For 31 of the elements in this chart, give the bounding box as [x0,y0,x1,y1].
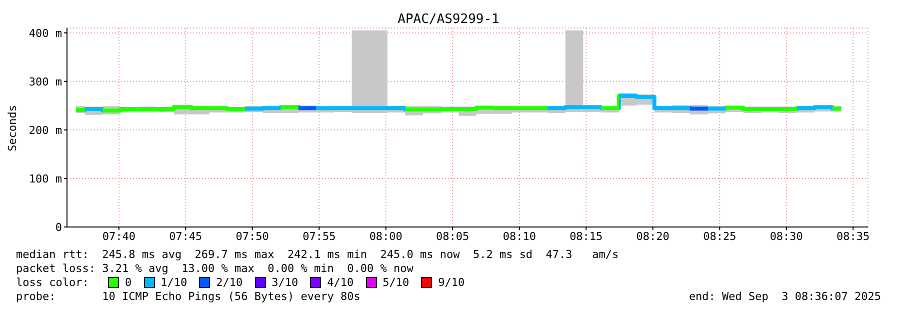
x-tick-label: 08:05 [436,230,470,243]
x-tick-label: 08:35 [836,230,870,243]
legend-label: 9/10 [437,276,465,289]
x-tick-label: 08:30 [770,230,803,243]
text: packet loss: 3.21 % avg 13.00 % max 0.00 % min 0.00 % now [16,262,414,275]
chart-title: APAC/AS9299-1 [396,12,500,27]
text: end: Wed Sep 3 08:36:07 2025 [688,290,881,303]
legend-label: 2/10 [215,276,243,289]
x-tick-label: 07:45 [169,230,202,243]
x-tick-label: 08:25 [703,230,736,243]
legend-label: 3/10 [270,276,298,289]
text: probe: 10 ICMP Echo Pings (56 Bytes) every 80s [16,290,360,303]
legend-title: loss color: [16,276,90,289]
text: median rtt: 245.8 ms avg 269.7 ms max 242.1 ms min 245.0 ms now 5.2 ms sd 47.3 am/s [16,248,619,261]
x-tick-label: 08:10 [502,230,536,243]
legend-label: 1/10 [160,276,188,289]
y-tick-label: 400 m [28,26,62,40]
x-tick-label: 08:00 [369,230,402,243]
x-tick-label: 07:50 [236,230,269,243]
y-tick-label: 200 m [28,124,62,137]
y-tick-label: 100 m [28,172,62,186]
x-tick-label: 08:15 [570,230,603,243]
x-tick-label: 07:40 [102,230,136,243]
y-axis-title: Seconds [6,105,19,152]
legend-label: 4/10 [326,276,354,289]
legend-label: 0 [124,276,132,289]
legend-label: 5/10 [382,276,410,289]
x-tick-label: 08:20 [636,230,670,243]
y-tick-label: 300 m [28,75,62,88]
x-tick-label: 07:55 [302,230,336,243]
y-tick-label: 0 [55,220,62,234]
